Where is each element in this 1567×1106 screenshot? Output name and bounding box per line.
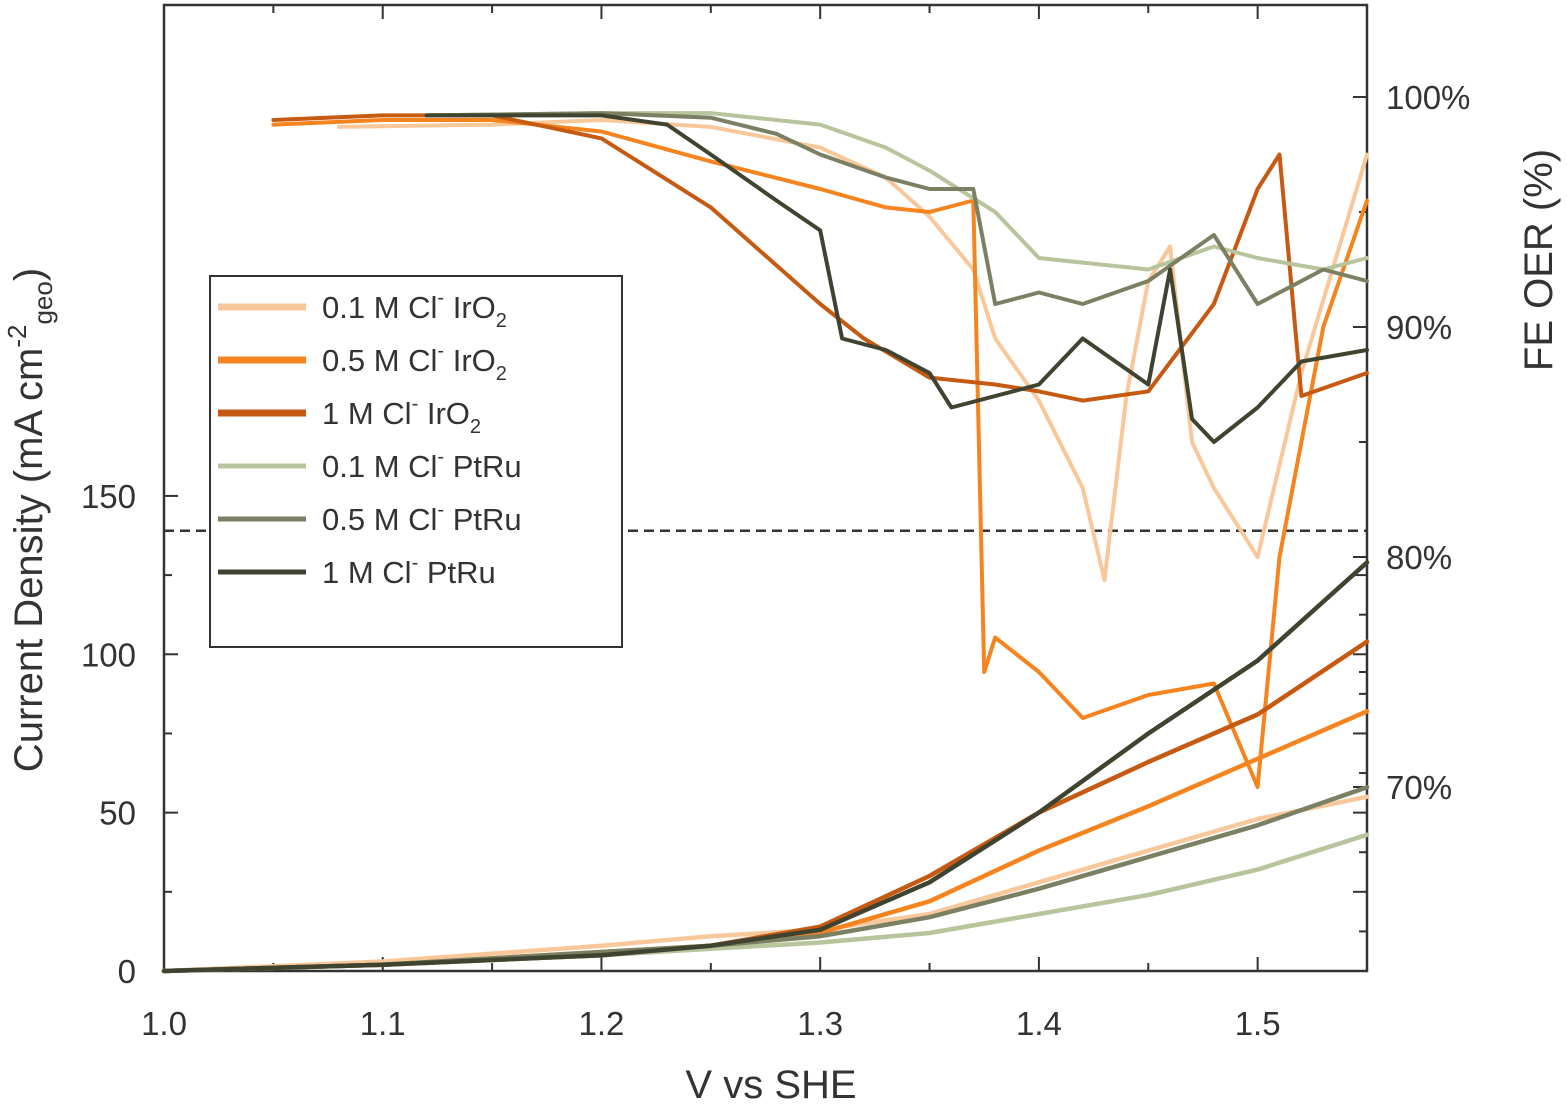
axis-tick-labels: 1.0 1.1 1.2 1.3 1.4 1.5 0 50 100 150 70% 80% 90% 100%	[81, 79, 1470, 1042]
plot-area-border	[162, 3, 1369, 973]
fe-series-line-2	[271, 118, 1369, 789]
y-left-title-sup: -2	[2, 325, 32, 348]
legend-entry-material: IrO	[418, 396, 470, 431]
y-right-tick-label: 100%	[1386, 79, 1470, 116]
fe-series-group	[271, 111, 1369, 789]
y-left-axis-title: Current Density (mA cm-2geo)	[2, 268, 58, 772]
legend-box	[209, 275, 623, 648]
x-tick-label: 1.4	[1016, 1005, 1062, 1042]
legend-entry-sub: 2	[470, 416, 481, 438]
fe-series-line-1	[337, 118, 1369, 582]
y-left-tick-label: 150	[81, 478, 136, 515]
fe-series-line-6	[424, 113, 1369, 444]
legend-entry-label: 0.1 M Cl- PtRu	[322, 446, 522, 484]
fe-series-line-5	[424, 111, 1369, 306]
x-tick-label: 1.3	[797, 1005, 843, 1042]
legend-entry-sup: -	[437, 446, 444, 468]
legend-entry-conc: 0.1 M Cl	[322, 290, 437, 325]
legend-entry-material: PtRu	[444, 502, 522, 537]
current-series-line-4	[161, 832, 1370, 974]
legend-entry-sup: -	[412, 552, 419, 574]
legend-entry-material: PtRu	[444, 449, 522, 484]
legend-entry-conc: 1 M Cl	[322, 396, 412, 431]
legend-entry-label: 0.5 M Cl- IrO2	[322, 340, 507, 385]
fe-series-line-4	[424, 111, 1369, 272]
legend-entry-sub: 2	[496, 363, 507, 385]
legend-entry-sup: -	[437, 287, 444, 309]
y-left-title-close: )	[7, 268, 51, 281]
y-left-title-main: Current Density (mA cm	[7, 348, 51, 773]
current-series-group	[161, 560, 1370, 974]
y-left-tick-label: 0	[118, 953, 136, 990]
legend-entry-label: 1 M Cl- IrO2	[322, 393, 481, 438]
legend-entry-label: 1 M Cl- PtRu	[322, 552, 496, 590]
legend-entry-material: IrO	[444, 290, 496, 325]
current-series-line-1	[161, 794, 1370, 974]
x-tick-label: 1.0	[141, 1005, 187, 1042]
plot-frame	[162, 3, 1369, 973]
legend-entry-label: 0.5 M Cl- PtRu	[322, 499, 522, 537]
legend-entry-conc: 0.5 M Cl	[322, 343, 437, 378]
y-right-axis-title: FE OER (%)	[1517, 149, 1561, 371]
x-tick-label: 1.5	[1235, 1005, 1281, 1042]
y-right-tick-label: 90%	[1386, 309, 1452, 346]
legend-entry-label: 0.1 M Cl- IrO2	[322, 287, 507, 332]
legend-entry-sub: 2	[496, 310, 507, 332]
y-right-tick-label: 80%	[1386, 539, 1452, 576]
legend-entry-material: IrO	[444, 343, 496, 378]
x-tick-label: 1.2	[579, 1005, 625, 1042]
y-left-tick-label: 100	[81, 636, 136, 673]
legend-entry-sup: -	[437, 340, 444, 362]
current-series-line-3	[161, 639, 1370, 974]
fe-series-line-3	[271, 113, 1369, 403]
current-series-line-6	[161, 560, 1370, 974]
y-right-tick-label: 70%	[1386, 769, 1452, 806]
legend-entry-material: PtRu	[418, 555, 496, 590]
legend-entry-conc: 0.5 M Cl	[322, 502, 437, 537]
legend-entry-sup: -	[412, 393, 419, 415]
x-axis-title: V vs SHE	[685, 1063, 856, 1106]
y-left-title-sub: geo	[28, 281, 58, 324]
legend-entry-conc: 0.1 M Cl	[322, 449, 437, 484]
legend-entry-conc: 1 M Cl	[322, 555, 412, 590]
y-left-tick-label: 50	[99, 795, 136, 832]
x-tick-label: 1.1	[360, 1005, 406, 1042]
legend-entry-sup: -	[437, 499, 444, 521]
